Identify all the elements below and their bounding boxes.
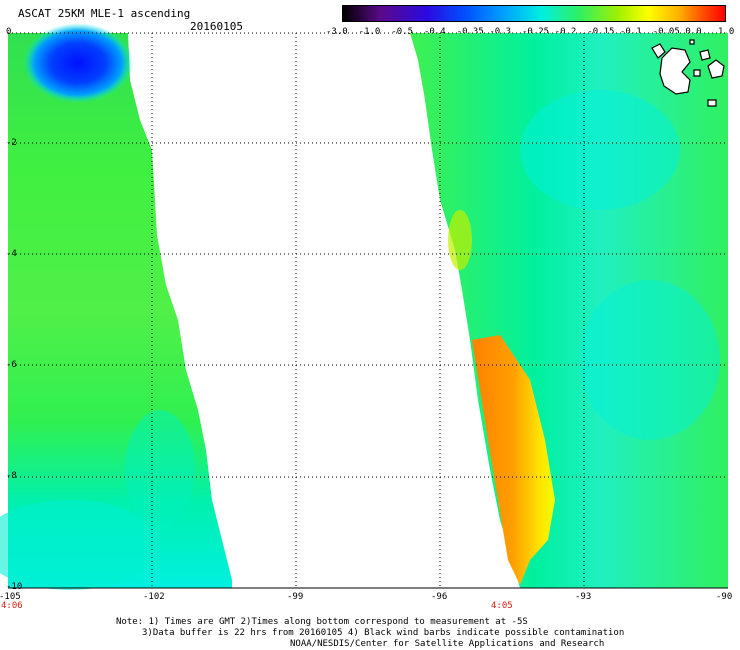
colorbar-label: -0.4 bbox=[424, 27, 446, 37]
y-tick-label: 0 bbox=[6, 27, 12, 37]
x-tick-label: -93 bbox=[575, 592, 592, 602]
note-line-3: NOAA/NESDIS/Center for Satellite Applica… bbox=[290, 639, 605, 649]
y-tick-label: -4 bbox=[6, 249, 17, 259]
y-tick-label: -8 bbox=[6, 471, 17, 481]
cyan-region-right-2 bbox=[580, 280, 720, 440]
x-tick-label: -102 bbox=[143, 592, 165, 602]
note-line-1: Note: 1) Times are GMT 2)Times along bot… bbox=[116, 617, 528, 627]
colorbar-label: -0.05 bbox=[652, 27, 680, 37]
colorbar-label: 1.0 bbox=[718, 27, 735, 37]
x-tick-label: -96 bbox=[431, 592, 448, 602]
galapagos-coastline bbox=[651, 39, 725, 107]
cyan-region-right bbox=[520, 90, 680, 210]
colorbar-label: -0.15 bbox=[587, 27, 615, 37]
y-tick-label: -2 bbox=[6, 138, 17, 148]
colorbar-label: -0.25 bbox=[522, 27, 550, 37]
colorbar-label: -0.3 bbox=[489, 27, 512, 37]
x-tick-label: -90 bbox=[716, 592, 733, 602]
cyan-region-left bbox=[0, 500, 160, 590]
swath-time-right: 4:05 bbox=[491, 601, 513, 611]
yellow-patch bbox=[448, 210, 472, 270]
swath-time-left: 4:06 bbox=[1, 601, 23, 611]
map-title: ASCAT 25KM MLE-1 ascending bbox=[18, 7, 191, 20]
colorbar-label: -0.5 bbox=[391, 27, 414, 37]
colorbar-label: -0.1 bbox=[620, 27, 642, 37]
cyan-region-left-2 bbox=[125, 410, 195, 530]
colorbar bbox=[342, 5, 726, 22]
note-line-2: 3)Data buffer is 22 hrs from 20160105 4)… bbox=[142, 628, 625, 638]
y-tick-label: -6 bbox=[6, 360, 17, 370]
colorbar-label: -3.0 bbox=[326, 27, 348, 37]
colorbar-label: -1.0 bbox=[358, 27, 381, 37]
low-value-region bbox=[23, 23, 133, 103]
x-tick-label: -105 bbox=[0, 592, 21, 602]
x-tick-label: -99 bbox=[287, 592, 304, 602]
colorbar-label: 0.0 bbox=[685, 27, 702, 37]
grid-lines bbox=[8, 32, 728, 588]
map-date: 20160105 bbox=[190, 20, 243, 33]
colorbar-label: -0.35 bbox=[456, 27, 484, 37]
high-value-region bbox=[472, 335, 555, 585]
colorbar-label: -0.2 bbox=[554, 27, 577, 37]
y-tick-label: -10 bbox=[6, 582, 23, 592]
